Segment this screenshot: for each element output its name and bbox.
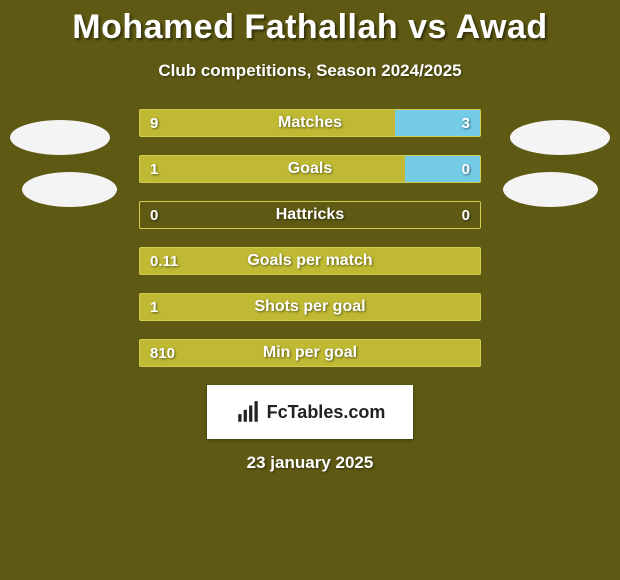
date-text: 23 january 2025 <box>0 453 620 473</box>
stat-bar-left <box>140 110 395 136</box>
stat-label: Hattricks <box>140 202 480 228</box>
brand-text: FcTables.com <box>267 402 386 423</box>
stat-row-matches: 9 Matches 3 <box>139 109 481 137</box>
stat-bar-right <box>405 156 480 182</box>
page-title: Mohamed Fathallah vs Awad <box>0 0 620 47</box>
player-right-avatar-1 <box>510 120 610 155</box>
stat-row-gpm: 0.11 Goals per match <box>139 247 481 275</box>
player-left-avatar-1 <box>10 120 110 155</box>
stat-bar-left <box>140 248 480 274</box>
stat-row-goals: 1 Goals 0 <box>139 155 481 183</box>
stat-row-spg: 1 Shots per goal <box>139 293 481 321</box>
stat-value-left: 0 <box>150 202 158 228</box>
chart-icon <box>235 399 261 425</box>
stat-bar-left <box>140 156 405 182</box>
stat-value-right: 0 <box>462 202 470 228</box>
stat-row-mpg: 810 Min per goal <box>139 339 481 367</box>
stat-bar-right <box>395 110 480 136</box>
stat-bar-left <box>140 294 480 320</box>
stat-bar-left <box>140 340 480 366</box>
stat-row-hattricks: 0 Hattricks 0 <box>139 201 481 229</box>
player-left-avatar-2 <box>22 172 117 207</box>
player-right-avatar-2 <box>503 172 598 207</box>
brand-box[interactable]: FcTables.com <box>207 385 413 439</box>
stats-block: 9 Matches 3 1 Goals 0 0 Hattricks 0 0.11… <box>139 109 481 367</box>
subtitle: Club competitions, Season 2024/2025 <box>0 61 620 81</box>
